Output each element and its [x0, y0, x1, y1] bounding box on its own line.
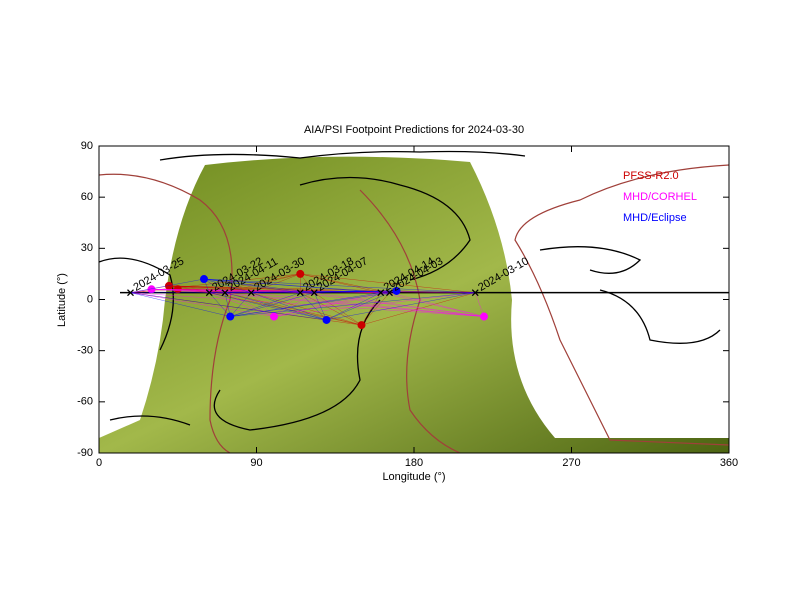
footpoint	[165, 281, 173, 290]
connector	[130, 292, 275, 317]
footpoint	[270, 312, 278, 321]
connector	[224, 292, 275, 317]
legend-entry: PFSS-R2.0	[623, 170, 679, 182]
connector	[326, 292, 476, 321]
neutral-line	[99, 164, 729, 453]
connector	[230, 292, 390, 317]
connector	[130, 292, 485, 317]
connector	[130, 292, 327, 321]
connector	[130, 292, 231, 317]
trajectory-marker	[386, 289, 393, 297]
connector	[224, 292, 362, 326]
connector	[230, 292, 252, 317]
connector	[203, 278, 226, 293]
legend-entry: MHD/CORHEL	[623, 191, 697, 203]
x-tick-label: 0	[96, 457, 102, 469]
connector	[380, 292, 485, 317]
trajectory-marker	[377, 289, 385, 297]
footpoint	[200, 275, 208, 284]
connector	[273, 292, 315, 317]
footpoint	[357, 321, 366, 330]
connector	[251, 292, 327, 321]
euv-map	[99, 156, 729, 453]
connector	[361, 292, 476, 326]
connector	[251, 292, 485, 317]
x-tick-label: 90	[250, 457, 262, 469]
connector	[326, 292, 381, 321]
connector	[224, 292, 327, 321]
connector	[203, 278, 252, 293]
footpoint	[392, 286, 401, 295]
connector	[230, 292, 476, 317]
x-tick-label: 180	[405, 457, 423, 469]
x-tick-label: 360	[720, 457, 738, 469]
connector	[203, 278, 390, 293]
connector	[314, 292, 485, 317]
footpoint	[226, 312, 235, 321]
connector	[203, 278, 476, 293]
connector	[326, 292, 390, 321]
y-tick-label: 60	[81, 191, 93, 203]
contours	[99, 150, 721, 431]
trajectory-marker	[127, 289, 134, 297]
connector	[314, 292, 327, 321]
connector	[130, 278, 205, 293]
connector	[273, 292, 390, 317]
y-tick-label: 0	[87, 293, 93, 305]
connector	[209, 292, 327, 321]
x-axis-label: Longitude (°)	[382, 471, 445, 483]
y-tick-label: 30	[81, 242, 93, 254]
connector	[251, 273, 301, 293]
connector	[203, 278, 315, 293]
trajectory-marker	[247, 289, 255, 297]
trajectory-marker	[310, 289, 318, 297]
connector	[475, 292, 485, 317]
connector	[273, 292, 301, 317]
connector	[209, 273, 301, 293]
connector	[300, 292, 362, 326]
footpoint	[147, 285, 156, 294]
chart-title: AIA/PSI Footpoint Predictions for 2024-0…	[304, 124, 524, 136]
connector	[209, 292, 275, 317]
connector	[300, 292, 485, 317]
connector	[230, 292, 315, 317]
connector	[230, 292, 301, 317]
y-tick-label: -30	[77, 345, 93, 357]
connector	[209, 292, 231, 317]
footpoint	[322, 315, 331, 324]
connector	[203, 278, 301, 293]
map-layer	[99, 150, 729, 453]
connector	[300, 292, 327, 321]
trajectory-marker	[296, 289, 304, 297]
connector	[300, 273, 476, 293]
legend-entry: MHD/Eclipse	[623, 212, 687, 224]
connector	[273, 292, 476, 317]
y-tick-label: 90	[81, 140, 93, 152]
footpoint	[480, 312, 488, 321]
y-tick-label: -60	[77, 396, 93, 408]
y-tick-label: -90	[77, 447, 93, 459]
footpoint	[296, 269, 305, 278]
y-axis-label: Latitude (°)	[56, 273, 68, 327]
x-tick-label: 270	[562, 457, 580, 469]
connector	[396, 290, 476, 293]
connector	[389, 292, 485, 317]
connector	[300, 273, 381, 293]
trajectory-marker	[205, 289, 213, 297]
connector	[361, 292, 390, 326]
connector	[300, 273, 390, 293]
trajectory-marker	[221, 289, 229, 297]
trajectory-marker	[471, 289, 479, 297]
